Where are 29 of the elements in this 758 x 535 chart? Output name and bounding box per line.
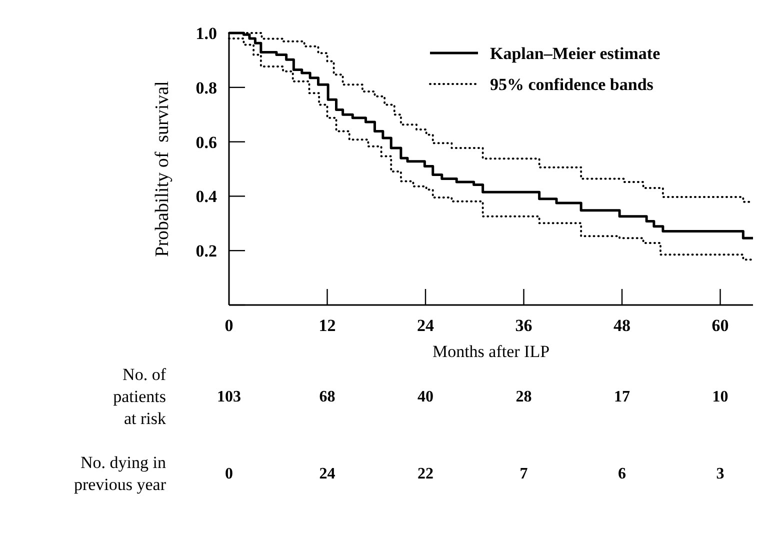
text: 3	[716, 466, 724, 483]
x-axis-title: Months after ILP	[432, 342, 550, 361]
y-tick-label: 0.2	[196, 242, 217, 261]
text: 28	[516, 388, 532, 406]
text: 17	[614, 388, 630, 406]
text: No. of patients at risk	[113, 364, 166, 428]
x-tick-label: 12	[318, 316, 336, 335]
text: 24	[319, 466, 336, 483]
y-tick-label: 0.6	[196, 132, 217, 152]
x-tick-label: 36	[515, 316, 532, 335]
y-tick-label: 0.4	[196, 187, 218, 206]
text: 68	[319, 388, 336, 406]
text: 0	[225, 466, 233, 483]
y-axis-title: Probability of survival	[152, 81, 173, 257]
y-tick-label: 0.8	[196, 78, 217, 98]
text: 10	[712, 388, 728, 406]
text: 103	[217, 388, 241, 406]
text: 22	[418, 466, 434, 483]
text: No. dying in previous year	[74, 452, 166, 494]
text: 7	[520, 466, 528, 483]
x-tick-label: 0	[224, 316, 234, 335]
text: 6	[618, 466, 626, 483]
legend-label: 95% confidence bands	[490, 74, 654, 94]
text: 40	[418, 388, 434, 406]
legend-label: Kaplan–Meier estimate	[490, 44, 661, 63]
x-tick-label: 48	[614, 316, 630, 335]
x-tick-label: 60	[712, 316, 729, 335]
y-tick-label: 1.0	[196, 24, 217, 43]
x-tick-label: 24	[417, 316, 434, 335]
